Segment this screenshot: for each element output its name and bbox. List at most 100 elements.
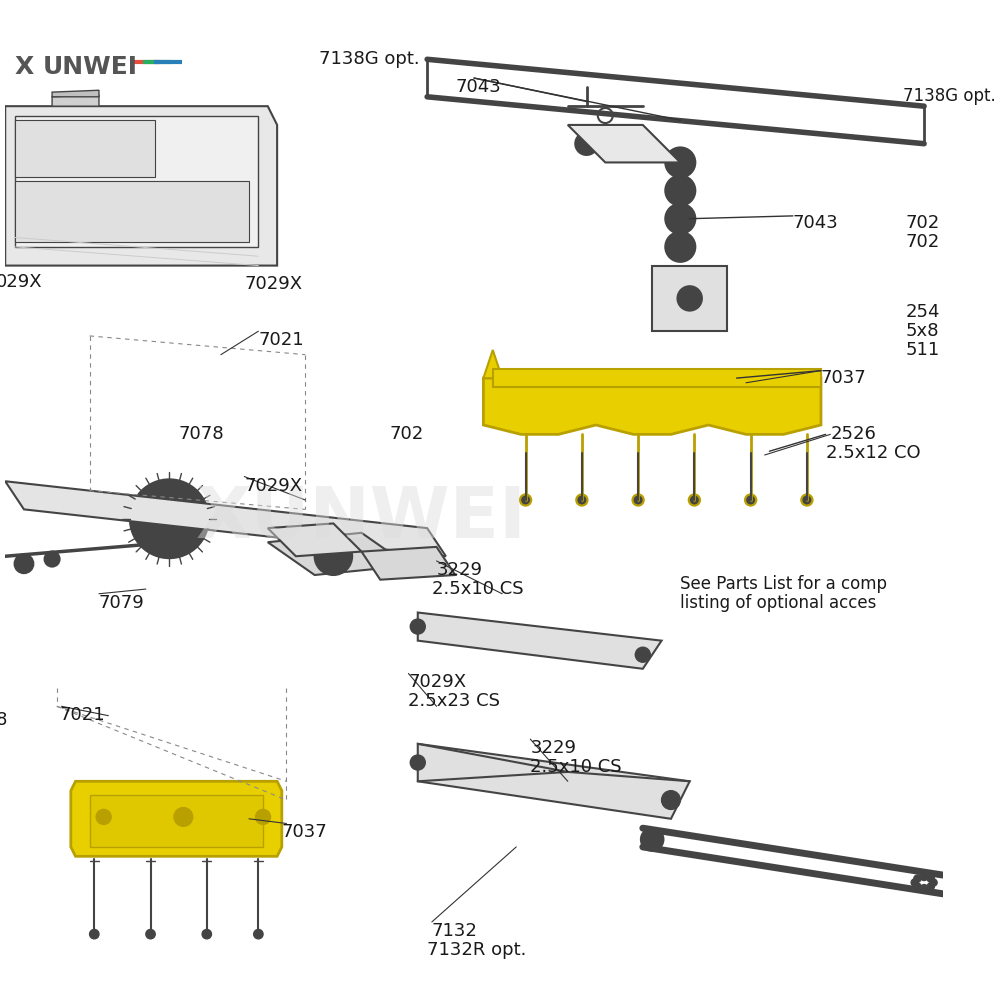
Text: 7138G opt.: 7138G opt. [319,50,420,68]
Circle shape [803,496,811,504]
Circle shape [674,240,687,253]
Text: 2.5x23 CS: 2.5x23 CS [408,692,500,710]
Circle shape [684,293,695,304]
Circle shape [914,883,921,890]
Text: 702: 702 [905,233,940,251]
Circle shape [15,554,33,573]
Circle shape [665,269,695,299]
Circle shape [920,884,928,892]
Circle shape [410,755,425,770]
Circle shape [801,494,813,506]
Circle shape [146,929,155,939]
Circle shape [410,619,425,634]
Text: 2526: 2526 [830,425,876,443]
Circle shape [594,132,617,155]
Circle shape [927,883,934,890]
Polygon shape [52,95,99,106]
Circle shape [641,828,663,851]
Circle shape [315,538,352,575]
Polygon shape [652,266,727,331]
Text: 7037: 7037 [821,369,867,387]
Text: See Parts List for a comp: See Parts List for a comp [680,575,887,593]
Circle shape [256,809,271,824]
Circle shape [662,791,680,809]
Polygon shape [268,523,362,556]
Text: 8: 8 [0,711,7,729]
Text: 7037: 7037 [282,823,328,841]
Polygon shape [71,781,282,856]
Circle shape [254,929,263,939]
Text: 3229: 3229 [437,561,483,579]
Text: 511: 511 [905,341,940,359]
Circle shape [324,547,343,566]
Text: 702: 702 [905,214,940,232]
Circle shape [635,647,650,662]
Circle shape [632,494,644,506]
Text: 7029X: 7029X [408,673,467,691]
Circle shape [674,306,687,319]
Polygon shape [483,350,502,378]
Bar [15,120,155,177]
Text: 5x8: 5x8 [905,322,939,340]
Circle shape [90,929,99,939]
Circle shape [674,212,687,225]
Circle shape [160,509,179,528]
Polygon shape [362,547,455,580]
Text: 2.5x12 CO: 2.5x12 CO [826,444,920,462]
Circle shape [674,278,687,291]
Text: 702: 702 [390,425,424,443]
Circle shape [665,176,695,206]
Text: 7021: 7021 [258,331,304,349]
Text: X: X [15,55,34,79]
Text: 2.5x10 CS: 2.5x10 CS [530,758,622,776]
Text: 7138G opt.: 7138G opt. [903,87,995,105]
Circle shape [665,147,695,177]
Text: UNWEI: UNWEI [43,55,138,79]
Circle shape [914,875,921,882]
Circle shape [202,929,211,939]
Circle shape [130,479,209,558]
Text: 029X: 029X [0,273,42,291]
Bar [90,795,263,847]
Text: 254: 254 [905,303,940,321]
Circle shape [927,875,934,882]
Text: XUNWEI: XUNWEI [196,484,527,553]
Circle shape [576,494,587,506]
Polygon shape [418,613,662,669]
Text: 3229: 3229 [530,739,576,757]
Circle shape [674,156,687,169]
Text: 7021: 7021 [60,706,105,724]
Circle shape [930,879,937,886]
Circle shape [634,496,642,504]
Polygon shape [268,533,408,575]
Text: 7132: 7132 [432,922,478,940]
Polygon shape [568,125,680,162]
Bar [15,181,249,242]
Circle shape [665,232,695,262]
Text: 7029X: 7029X [244,477,302,495]
Circle shape [45,552,60,567]
Circle shape [665,204,695,234]
Circle shape [911,879,918,886]
Circle shape [149,498,190,539]
Polygon shape [52,90,99,97]
Circle shape [745,494,756,506]
Circle shape [578,496,586,504]
Circle shape [174,808,193,826]
Polygon shape [418,744,690,819]
Text: 7079: 7079 [99,594,145,612]
Text: 7078: 7078 [179,425,224,443]
Circle shape [691,496,698,504]
Text: 2.5x10 CS: 2.5x10 CS [432,580,523,598]
Polygon shape [5,106,277,266]
Circle shape [747,496,754,504]
Circle shape [520,494,531,506]
Polygon shape [5,481,446,556]
Text: 7043: 7043 [793,214,839,232]
Text: 7043: 7043 [455,78,501,96]
Polygon shape [483,378,821,434]
Circle shape [674,184,687,197]
Polygon shape [493,369,821,387]
Text: listing of optional acces: listing of optional acces [680,594,877,612]
Circle shape [689,494,700,506]
